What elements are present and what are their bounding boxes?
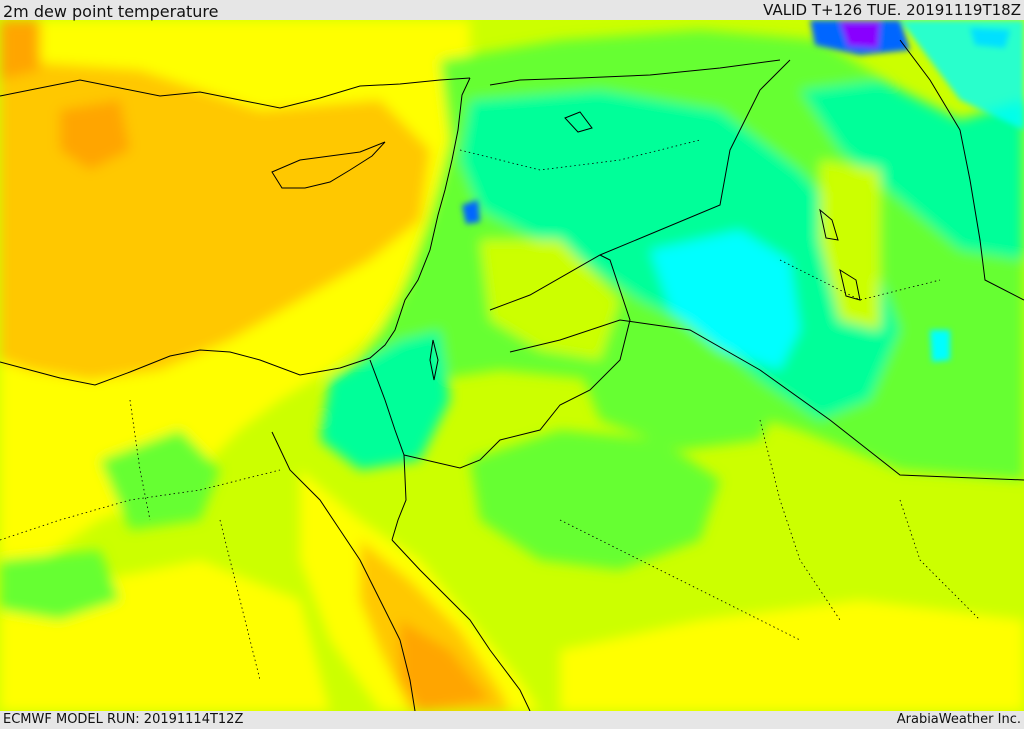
field-yellow-southeast	[560, 600, 1024, 711]
valid-time-label: VALID T+126 TUE. 20191119T18Z	[763, 1, 1021, 19]
boundary-dotted-7	[899, 499, 981, 621]
coast-iraq-lake-2	[839, 268, 861, 301]
field-cyan-iraq	[650, 230, 800, 370]
boundary-dotted-8	[219, 519, 261, 681]
field-violet-north	[840, 22, 880, 48]
coast-east-med	[0, 77, 471, 386]
coast-iraq-lake-1	[819, 208, 839, 241]
field-yellowgreen-jordan	[480, 240, 620, 360]
field-green-east	[800, 80, 1024, 260]
field-yellowgreen-east	[820, 160, 880, 330]
footer-bar: ECMWF MODEL RUN: 20191114T12Z ArabiaWeat…	[0, 711, 1024, 729]
field-cyan-iraq-spot	[930, 330, 950, 362]
field-cyan-northeast	[900, 20, 1024, 130]
field-green-sinai	[100, 430, 220, 530]
field-green-southwest	[0, 550, 120, 620]
coast-turkey	[0, 77, 471, 109]
model-run-label: ECMWF MODEL RUN: 20191114T12Z	[3, 712, 244, 727]
border-jordan-saudi	[403, 254, 631, 469]
coast-redsea-west	[271, 431, 416, 711]
boundary-dotted-4	[779, 259, 941, 301]
header-bar: 2m dew point temperature VALID T+126 TUE…	[0, 0, 1024, 21]
boundary-dotted-6	[759, 419, 841, 621]
field-green-center	[580, 360, 780, 450]
coast-lake-turkey	[564, 111, 593, 133]
map-title: 2m dew point temperature	[3, 2, 219, 21]
boundary-dotted-1	[0, 469, 281, 541]
field-orange-corner	[0, 20, 40, 80]
coast-cyprus	[271, 141, 386, 189]
border-iraq-iran	[899, 39, 1024, 301]
border-syria-iraq	[489, 59, 791, 311]
field-green-arabia	[470, 430, 720, 570]
credit-label: ArabiaWeather Inc.	[896, 712, 1021, 727]
field-redsea-orange	[360, 540, 510, 711]
boundary-dotted-3	[459, 139, 701, 171]
coast-dead-sea	[429, 339, 439, 381]
border-turkey-syria	[489, 59, 781, 86]
border-iraq-saudi	[509, 319, 1024, 481]
field-blue-lebanon	[462, 200, 480, 224]
field-redsea-deep	[400, 620, 490, 711]
boundary-dotted-2	[129, 399, 151, 521]
coast-redsea-east	[391, 539, 531, 711]
dew-point-map[interactable]	[0, 20, 1024, 711]
field-orange-patch	[60, 100, 130, 170]
